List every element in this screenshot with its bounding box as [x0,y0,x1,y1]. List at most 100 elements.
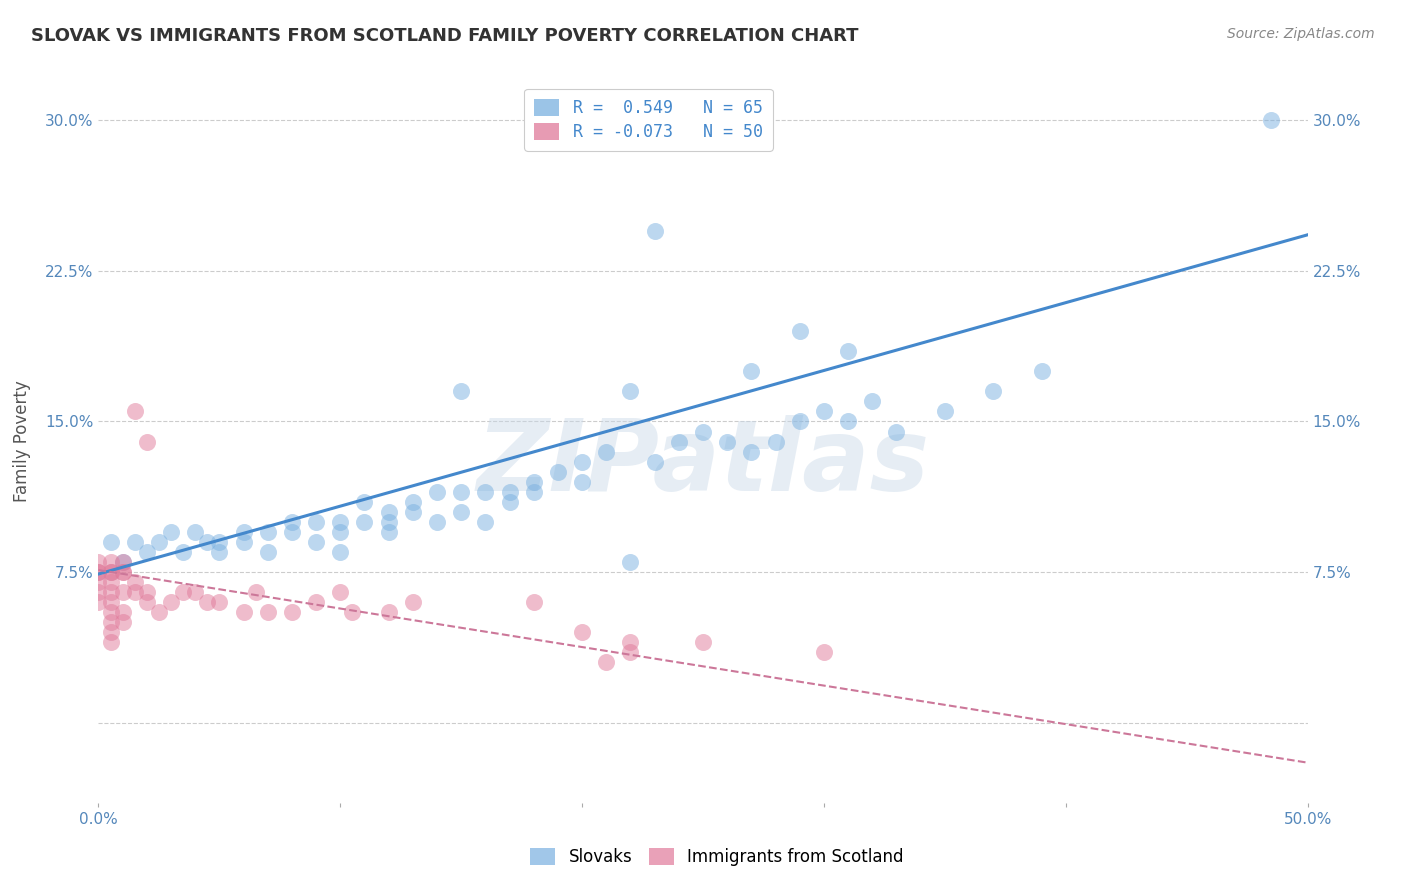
Point [342,605,364,619]
Point [837,414,859,429]
Point [934,404,956,418]
Point [100,565,122,579]
Point [1031,364,1053,378]
Point [837,344,859,359]
Point [135,434,157,449]
Point [474,515,496,529]
Point [172,545,194,559]
Point [208,595,231,609]
Point [474,484,496,499]
Point [100,574,122,589]
Legend: R =  0.549   N = 65, R = -0.073   N = 50: R = 0.549 N = 65, R = -0.073 N = 50 [524,88,773,151]
Point [595,655,617,669]
Text: ZIPatlas: ZIPatlas [477,415,929,512]
Point [100,534,122,549]
Point [195,595,218,609]
Point [87,585,110,599]
Point [100,615,122,630]
Point [619,635,641,649]
Point [329,545,352,559]
Point [87,555,110,569]
Point [692,635,714,649]
Point [644,224,666,238]
Point [256,524,278,539]
Point [172,585,194,599]
Point [426,484,449,499]
Point [111,605,134,619]
Point [184,585,207,599]
Point [87,565,110,579]
Point [377,515,399,529]
Point [305,534,328,549]
Point [619,645,641,659]
Point [111,585,134,599]
Point [195,534,218,549]
Point [160,524,183,539]
Point [100,595,122,609]
Point [402,505,425,519]
Point [111,565,134,579]
Y-axis label: Family Poverty: Family Poverty [13,381,31,502]
Point [1260,113,1282,128]
Point [692,425,714,439]
Point [232,524,254,539]
Point [160,595,183,609]
Point [353,515,375,529]
Point [135,545,157,559]
Point [111,555,134,569]
Point [813,645,835,659]
Point [644,455,666,469]
Point [619,555,641,569]
Text: Source: ZipAtlas.com: Source: ZipAtlas.com [1227,27,1375,41]
Point [124,404,146,418]
Point [100,635,122,649]
Point [148,605,170,619]
Point [523,475,546,489]
Point [740,364,762,378]
Point [498,494,520,508]
Point [208,545,231,559]
Point [305,595,328,609]
Point [111,615,134,630]
Point [981,384,1004,399]
Point [523,595,546,609]
Point [329,515,352,529]
Point [498,484,520,499]
Point [329,585,352,599]
Point [668,434,690,449]
Point [450,505,472,519]
Point [571,475,593,489]
Point [184,524,207,539]
Point [87,574,110,589]
Point [595,444,617,458]
Point [402,494,425,508]
Point [135,585,157,599]
Point [256,605,278,619]
Point [305,515,328,529]
Point [450,484,472,499]
Text: SLOVAK VS IMMIGRANTS FROM SCOTLAND FAMILY POVERTY CORRELATION CHART: SLOVAK VS IMMIGRANTS FROM SCOTLAND FAMIL… [31,27,859,45]
Point [716,434,738,449]
Point [789,414,811,429]
Point [860,394,883,409]
Point [100,555,122,569]
Point [111,565,134,579]
Point [87,565,110,579]
Point [377,524,399,539]
Point [124,534,146,549]
Point [100,605,122,619]
Point [765,434,787,449]
Point [124,585,146,599]
Point [245,585,267,599]
Point [402,595,425,609]
Point [619,384,641,399]
Point [571,455,593,469]
Point [813,404,835,418]
Point [100,585,122,599]
Point [256,545,278,559]
Point [232,605,254,619]
Point [208,534,231,549]
Point [377,605,399,619]
Point [740,444,762,458]
Point [281,515,304,529]
